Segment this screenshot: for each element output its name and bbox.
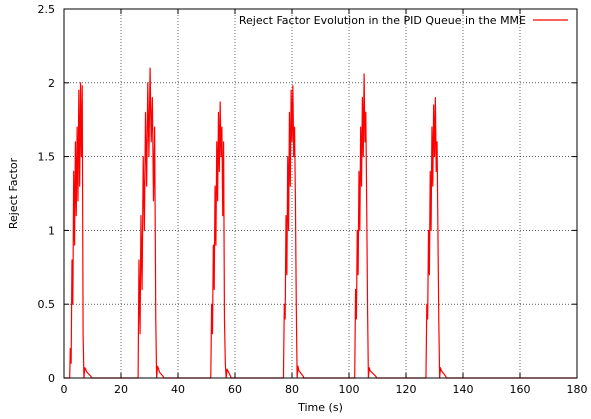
- y-tick-label: 1.5: [38, 151, 56, 164]
- x-axis-label: Time (s): [297, 401, 343, 414]
- x-tick-label: 100: [339, 383, 360, 396]
- x-tick-label: 120: [396, 383, 417, 396]
- x-tick-labels: 0 20 40 60 80 100 120 140 160 180: [61, 383, 588, 396]
- x-tick-label: 80: [285, 383, 299, 396]
- x-tick-label: 140: [453, 383, 474, 396]
- legend: Reject Factor Evolution in the PID Queue…: [239, 14, 568, 27]
- x-tick-label: 0: [61, 383, 68, 396]
- plot-frame: [63, 8, 578, 379]
- axis-ticks: [63, 8, 578, 379]
- y-tick-label: 0.5: [38, 298, 56, 311]
- y-tick-labels: 0 0.5 1 1.5 2 2.5: [38, 3, 56, 385]
- y-tick-label: 2: [48, 77, 55, 90]
- y-axis-label: Reject Factor: [7, 157, 20, 229]
- x-tick-label: 20: [114, 383, 128, 396]
- legend-series-label: Reject Factor Evolution in the PID Queue…: [239, 14, 526, 27]
- x-tick-label: 180: [567, 383, 588, 396]
- y-tick-label: 1: [48, 224, 55, 237]
- y-tick-label: 0: [48, 372, 55, 385]
- x-tick-label: 40: [171, 383, 185, 396]
- y-tick-label: 2.5: [38, 3, 56, 16]
- x-tick-label: 60: [228, 383, 242, 396]
- x-tick-label: 160: [510, 383, 531, 396]
